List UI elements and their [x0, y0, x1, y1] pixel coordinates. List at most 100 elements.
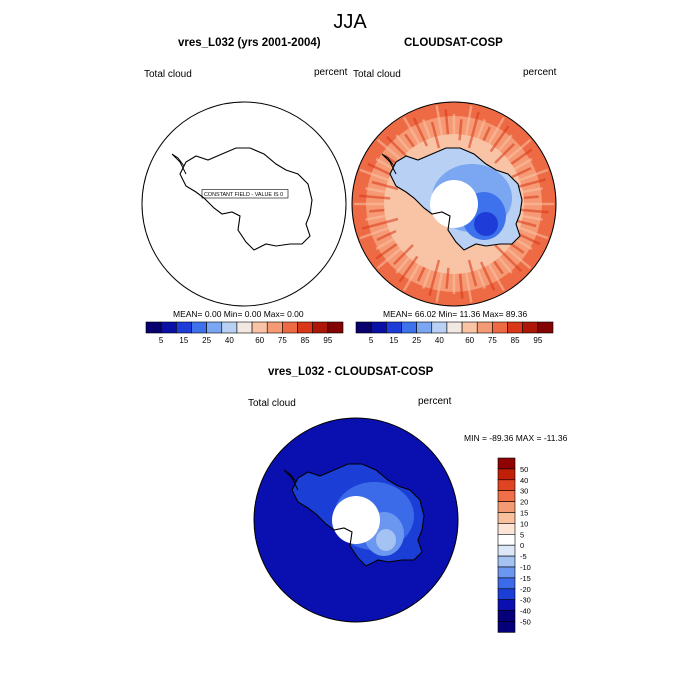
panel1-title: vres_L032 (yrs 2001-2004): [178, 37, 321, 49]
panel2-colorbar-box: [492, 321, 508, 334]
peninsula-panel3: [283, 469, 299, 491]
panel2-streak: [517, 208, 549, 214]
panel3-colorbar-tick: 40: [520, 476, 528, 485]
panel1-annotation-box: [201, 189, 289, 199]
panel2-streak: [489, 125, 510, 153]
panel3-colorbar-tick: 50: [520, 465, 528, 474]
panel2-streak: [494, 143, 515, 164]
panel2-streak: [369, 208, 385, 213]
panel2-streak: [376, 244, 406, 270]
panel2-colorbar-box: [386, 321, 402, 334]
panel2-streak: [359, 226, 389, 240]
panel2-colorbar-box: [370, 321, 387, 334]
panel3-colorbar-box: [497, 468, 516, 481]
panel3-colorbar-box: [497, 621, 516, 633]
panel2-colorbar-tick: 95: [533, 336, 542, 345]
panel2-streak: [445, 267, 450, 289]
panel2-streak: [359, 194, 391, 200]
panel2-streak: [494, 244, 523, 273]
panel3-colorbar-tick: 30: [520, 487, 528, 496]
panel3-colorbar-box: [497, 555, 516, 568]
panel1-colorbar-tick: 85: [301, 336, 310, 345]
panel2-streak: [412, 117, 429, 147]
panel3-map: [254, 418, 458, 622]
panel3-colorbar-tick: 10: [520, 519, 528, 528]
panel1-colorbar-tick: 60: [255, 336, 264, 345]
panel3-land-peak: [376, 529, 396, 551]
panel3-colorbar-tick: 5: [520, 530, 524, 539]
panel2-colorbar-box: [431, 321, 448, 334]
panel3-colorbar-tick: -50: [520, 618, 531, 627]
panel2-streak: [506, 248, 532, 270]
panel2-streak: [371, 180, 399, 191]
panel1-colorbar-box: [221, 321, 238, 334]
panel2-streak: [479, 261, 496, 291]
panel2-streak: [458, 273, 464, 299]
panel3-colorbar-box: [497, 490, 516, 502]
panel2-streak: [481, 116, 506, 155]
coastline-panel1: [179, 147, 313, 251]
panel3-pole-hole: [332, 496, 380, 544]
panel3-units-label: percent: [418, 396, 452, 407]
panel2-colorbar-tick: 40: [435, 336, 444, 345]
coastline-panel3: [291, 463, 425, 567]
panel1-colorbar-box: [327, 321, 344, 334]
panel3-field-label: Total cloud: [248, 398, 296, 409]
panel1-colorbar-box: [176, 321, 192, 334]
panel2-streak: [523, 195, 539, 200]
panel2-pole-hole: [430, 180, 478, 228]
panel2-streak: [398, 255, 419, 283]
panel2-streak: [376, 138, 402, 160]
panel2-streak: [503, 157, 533, 177]
panel2-streak: [458, 119, 463, 141]
panel2-map: [352, 102, 556, 306]
panel2-streak: [402, 116, 427, 155]
panel2-colorbar-box: [446, 321, 463, 334]
panel2-streak: [513, 224, 549, 240]
panel1-colorbar-box: [191, 321, 207, 334]
panel2-streak: [516, 187, 543, 195]
panel3-title: vres_L032 - CLOUDSAT-COSP: [268, 366, 434, 378]
panel3-colorbar-box: [497, 457, 516, 470]
panel3-colorbar-tick: -30: [520, 596, 531, 605]
panel2-streak: [395, 256, 410, 274]
panel2-colorbar-box: [537, 321, 554, 334]
panel3-colorbar-box: [497, 479, 516, 491]
panel3-colorbar-box: [497, 512, 516, 524]
panel2-streak: [404, 133, 415, 148]
panel2-streak: [375, 231, 405, 251]
panel1-field: [142, 102, 346, 306]
panel2-streak: [416, 266, 426, 282]
panel1-map: [142, 102, 346, 306]
panel1-colorbar-box: [266, 321, 283, 334]
panel1-colorbar-box: [282, 321, 298, 334]
panel1-colorbar-box: [312, 321, 329, 334]
panel2-streak: [428, 259, 441, 297]
panel2-streak: [365, 187, 386, 194]
panel2-colorbar-box: [401, 321, 417, 334]
panel1-field-label: Total cloud: [144, 69, 192, 80]
panel1-colorbar-box: [206, 321, 223, 334]
panel1-colorbar-box: [145, 321, 162, 334]
panel3-colorbar-tick: -20: [520, 585, 531, 594]
panel2-streak: [476, 269, 486, 289]
panel2-streak: [498, 134, 513, 152]
panel2-streak: [444, 109, 450, 135]
panel3-colorbar-tick: 20: [520, 498, 528, 507]
panel2-streak: [393, 244, 414, 265]
panel2-colorbar-tick: 15: [389, 336, 398, 345]
panel2-streak: [481, 253, 506, 292]
panel2-streak: [493, 260, 504, 275]
panel2-streak: [467, 259, 478, 287]
panel2-colorbar-tick: 85: [511, 336, 520, 345]
panel3-colorbar-box: [497, 533, 516, 546]
panel2-streak: [464, 105, 473, 136]
panel2-streak: [435, 272, 444, 303]
panel2-colorbar-box: [416, 321, 433, 334]
panel2-streak: [376, 229, 397, 242]
panel3-colorbar-tick: 15: [520, 509, 528, 518]
panel2-streak: [422, 263, 434, 289]
panel2-title: CLOUDSAT-COSP: [404, 37, 503, 49]
panel2-streak: [395, 134, 414, 156]
